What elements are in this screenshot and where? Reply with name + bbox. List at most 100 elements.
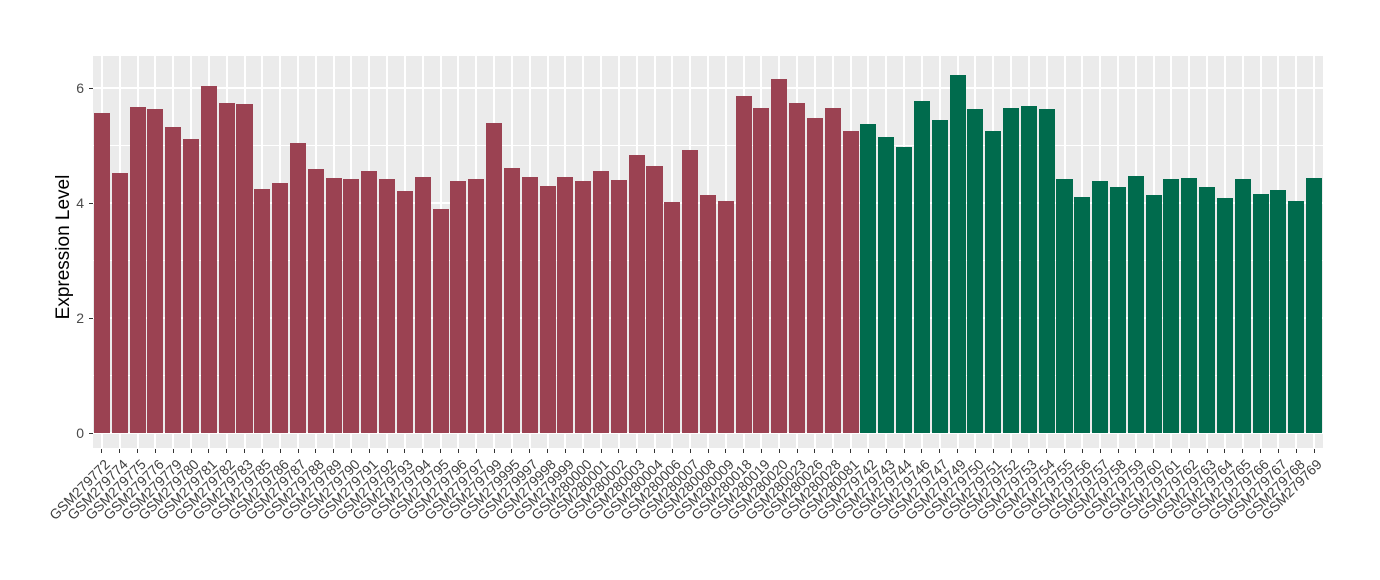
x-tick-mark [511,449,513,453]
bar [842,131,859,433]
bar [913,101,930,433]
bar [1216,197,1233,433]
bar [1288,201,1305,433]
bar-slot [842,56,860,448]
y-tick-mark [89,433,93,434]
bar [967,109,984,433]
bar [289,142,306,433]
bar-slot [485,56,503,448]
bar-slot [984,56,1002,448]
bar-slot [753,56,771,448]
bar-slot [307,56,325,448]
bar-slot [877,56,895,448]
bar [1181,177,1198,433]
bar [1056,179,1073,433]
x-tick-mark [618,449,620,453]
x-tick-mark [422,449,424,453]
bar-slot [1305,56,1323,448]
bar-slot [129,56,147,448]
bar-slot [628,56,646,448]
bar [699,194,716,433]
x-tick-mark [1046,449,1048,453]
y-tick-label: 0 [76,425,84,441]
bar-slot [931,56,949,448]
bar [450,181,467,433]
bar [628,155,645,433]
bar-slot [1163,56,1181,448]
x-tick-mark [101,449,103,453]
bar [753,108,770,433]
x-tick-mark [885,449,887,453]
x-tick-mark [1188,449,1190,453]
x-tick-mark [154,449,156,453]
x-tick-mark [564,449,566,453]
x-tick-mark [1313,449,1315,453]
bar [646,166,663,433]
x-tick-mark [974,449,976,453]
bar [860,124,877,433]
bar-slot [450,56,468,448]
bar [664,202,681,433]
y-tick-label: 2 [76,310,84,326]
x-tick-mark [350,449,352,453]
x-tick-mark [814,449,816,453]
bar [735,96,752,433]
bar [1306,177,1323,433]
bar-slot [146,56,164,448]
x-tick-mark [957,449,959,453]
x-tick-mark [547,449,549,453]
bar-slot [1091,56,1109,448]
bar [824,108,841,433]
bar [1003,108,1020,433]
x-tick-mark [529,449,531,453]
bar-slot [824,56,842,448]
bar-slot [1252,56,1270,448]
bar [717,201,734,433]
bar-slot [735,56,753,448]
bar [468,178,485,433]
bar [325,177,342,433]
x-tick-mark [1028,449,1030,453]
bar [1127,175,1144,433]
bar [806,118,823,433]
x-tick-mark [1081,449,1083,453]
bar [878,136,895,433]
bar-slot [574,56,592,448]
bar [557,177,574,433]
bar-slot [913,56,931,448]
x-tick-mark [226,449,228,453]
x-tick-mark [190,449,192,453]
bar [1020,105,1037,433]
bar [521,176,538,433]
x-tick-mark [172,449,174,453]
bar [1270,189,1287,433]
bar-slot [592,56,610,448]
x-tick-mark [1153,449,1155,453]
bar-slot [218,56,236,448]
bar [789,102,806,433]
x-tick-mark [707,449,709,453]
bar [1199,186,1216,433]
x-tick-mark [1224,449,1226,453]
x-tick-mark [689,449,691,453]
bar [236,103,253,433]
x-tick-mark [850,449,852,453]
bar-slot [396,56,414,448]
x-tick-mark [1010,449,1012,453]
bar-slot [360,56,378,448]
bar-slot [343,56,361,448]
bar [539,185,556,433]
bar-slot [200,56,218,448]
bar [379,178,396,433]
x-tick-mark [1170,449,1172,453]
bar [147,109,164,433]
x-tick-mark [778,449,780,453]
y-tick-mark [89,88,93,89]
bar [343,178,360,433]
bar [610,180,627,433]
bar-slot [1109,56,1127,448]
x-tick-mark [992,449,994,453]
y-tick-label: 6 [76,80,84,96]
bar-slot [164,56,182,448]
x-tick-mark [244,449,246,453]
